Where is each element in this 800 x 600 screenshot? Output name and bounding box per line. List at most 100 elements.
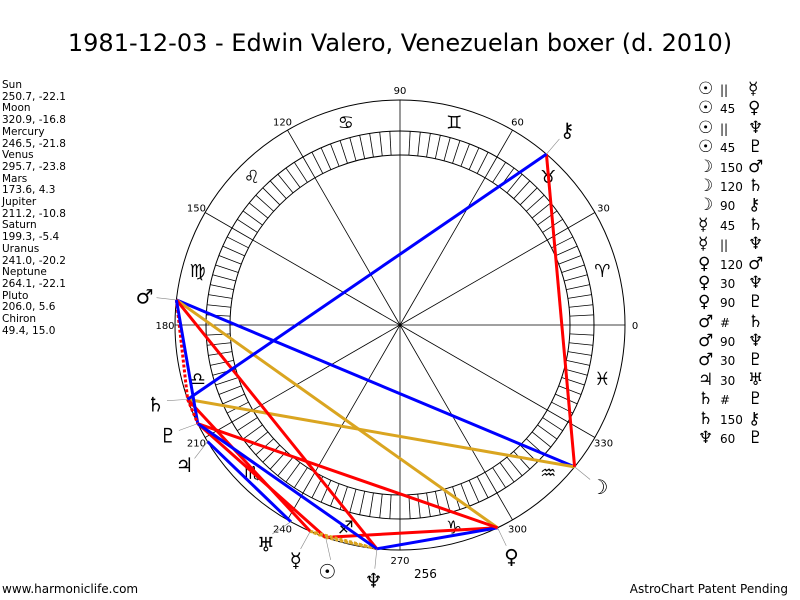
planet-glyph-icon: ♂ xyxy=(748,253,764,274)
aspect-line xyxy=(186,398,200,425)
aspect-line xyxy=(376,526,498,551)
sign-divider xyxy=(287,492,304,521)
sign-divider xyxy=(496,129,513,158)
band-tick xyxy=(379,494,383,518)
band-tick xyxy=(426,133,431,158)
aspect-type: 90 xyxy=(720,335,736,350)
planet-glyph-icon: ⚷ xyxy=(748,408,761,429)
aspect-type: 120 xyxy=(720,257,743,272)
band-tick xyxy=(492,162,506,183)
aspect-type: 45 xyxy=(720,102,736,117)
band-tick xyxy=(558,255,582,265)
aspect-row: ♄ # ♇ xyxy=(698,389,764,410)
planet-pointer xyxy=(156,297,177,301)
planet-glyph-icon: ♇ xyxy=(748,137,764,158)
aspect-line xyxy=(175,298,576,469)
aspect-type: || xyxy=(720,238,729,253)
planet-coords: 211.2, -10.8 xyxy=(2,207,66,220)
band-tick xyxy=(542,417,563,431)
band-tick xyxy=(506,173,523,194)
zodiac-sign-icon: ♒ xyxy=(540,463,556,484)
planet-glyph-icon: ♆ xyxy=(748,234,764,255)
aspect-type: 150 xyxy=(720,160,743,175)
planet-pointer xyxy=(546,138,560,155)
planet-glyph-icon: ☽ xyxy=(698,175,714,196)
planet-glyph-icon: ♃ xyxy=(698,369,714,390)
aspect-line xyxy=(186,152,548,401)
band-tick xyxy=(349,489,357,513)
band-tick xyxy=(248,431,269,448)
band-tick xyxy=(567,351,592,356)
band-tick xyxy=(218,385,242,395)
planet-name: Venus xyxy=(2,149,34,162)
aspect-type: 60 xyxy=(720,432,736,447)
band-tick xyxy=(208,294,233,299)
band-tick xyxy=(476,476,489,499)
planet-coords: 241.0, -20.2 xyxy=(2,254,66,267)
aspect-row: ♂ 90 ♆ xyxy=(698,331,763,351)
band-tick xyxy=(417,494,421,518)
planet-name: Jupiter xyxy=(2,196,37,209)
aspect-row: ♀ 30 ♆ xyxy=(698,273,763,293)
planet-name: Pluto xyxy=(2,289,29,302)
band-tick xyxy=(277,173,294,194)
band-tick xyxy=(506,456,523,477)
aspect-row: ☉ || ♆ xyxy=(698,117,763,138)
zodiac-sign-icon: ♌ xyxy=(244,167,260,188)
band-tick xyxy=(537,210,558,226)
band-tick xyxy=(389,494,392,519)
band-tick xyxy=(513,451,531,470)
sign-divider xyxy=(204,212,233,229)
planet-position-list: Sun 250.7, -22.1 Moon 320.9, -16.8 Mercury 24… xyxy=(2,79,66,337)
band-tick xyxy=(207,304,231,308)
planet-glyph-icon: ♇ xyxy=(748,389,764,410)
planet-glyph-icon: ☿ xyxy=(748,79,759,99)
zodiac-sign-icon: ♎ xyxy=(190,369,206,390)
band-tick xyxy=(294,162,308,183)
planet-glyph-icon: ♀ xyxy=(698,253,711,274)
aspect-line xyxy=(206,440,292,523)
band-tick xyxy=(537,424,558,440)
band-tick xyxy=(566,359,590,366)
planet-pluto-icon: ♇ xyxy=(159,424,177,448)
planet-pointer xyxy=(300,531,311,550)
planet-chiron-icon: ⚷ xyxy=(560,118,575,142)
footer-site-link[interactable]: www.harmoniclife.com xyxy=(2,582,139,596)
planet-venus-icon: ♀ xyxy=(504,545,519,569)
band-tick xyxy=(302,156,316,178)
aspect-row: ♄ 150 ⚷ xyxy=(698,408,763,429)
aspect-type: 30 xyxy=(720,276,736,291)
band-tick xyxy=(531,202,552,219)
planet-glyph-icon: ☉ xyxy=(698,79,714,99)
band-tick xyxy=(277,456,294,477)
planet-pointer xyxy=(497,527,507,546)
band-tick xyxy=(339,140,348,164)
band-tick xyxy=(359,491,366,515)
band-tick xyxy=(434,135,441,159)
band-tick xyxy=(547,227,569,241)
band-tick xyxy=(519,187,538,206)
band-tick xyxy=(237,219,258,233)
planet-coords: 199.3, -5.4 xyxy=(2,231,60,244)
planet-glyph-icon: ☽ xyxy=(698,195,714,216)
aspect-type: 30 xyxy=(720,354,736,369)
aspect-type: || xyxy=(720,83,729,97)
planet-glyph-icon: ☉ xyxy=(698,117,714,138)
band-tick xyxy=(242,424,263,440)
planet-glyph-icon: ☉ xyxy=(698,98,714,119)
band-tick xyxy=(215,264,239,273)
sector-line xyxy=(314,177,401,326)
planet-coords: 250.7, -22.1 xyxy=(2,90,66,103)
sector-line xyxy=(252,324,401,411)
planet-uranus-icon: ♅ xyxy=(257,532,275,556)
sector-line xyxy=(399,324,548,411)
band-tick xyxy=(242,210,263,226)
planet-coords: 295.7, -23.8 xyxy=(2,160,66,173)
aspect-line xyxy=(325,526,498,539)
band-tick xyxy=(389,131,392,156)
ascendant-degree-label: 256 xyxy=(414,567,437,581)
band-tick xyxy=(547,409,569,423)
band-tick xyxy=(567,294,592,299)
band-tick xyxy=(555,245,578,257)
degree-label: 210 xyxy=(187,439,206,450)
